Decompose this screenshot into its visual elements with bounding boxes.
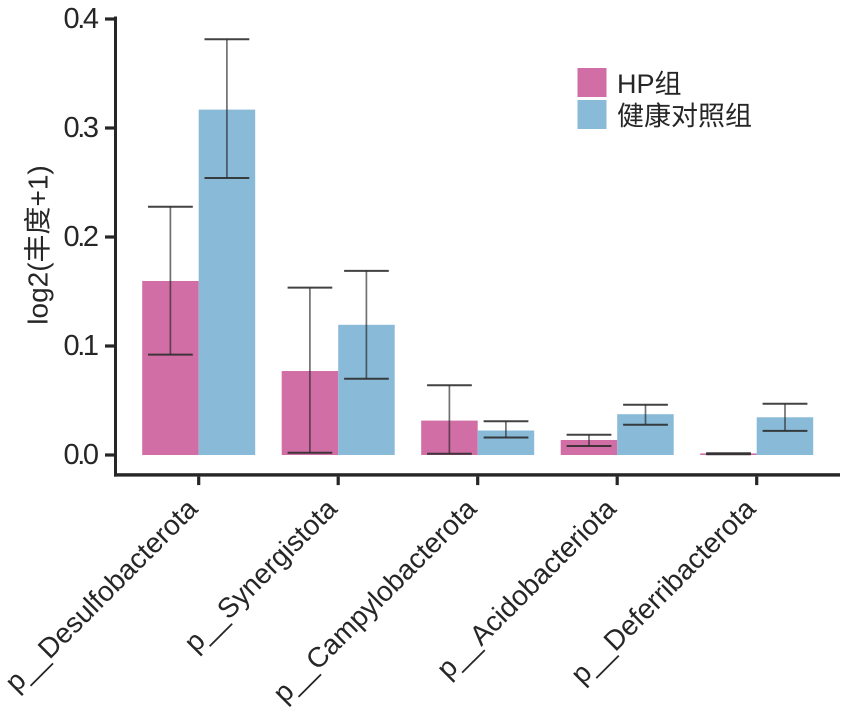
svg-text:HP: HP: [617, 69, 655, 99]
svg-text:log2(: log2(: [23, 262, 54, 325]
svg-text:0.4: 0.4: [64, 3, 100, 35]
svg-text:0.1: 0.1: [64, 330, 100, 362]
svg-text:0.2: 0.2: [64, 221, 100, 253]
svg-text:0.3: 0.3: [64, 112, 100, 144]
svg-text:0.0: 0.0: [64, 439, 100, 471]
svg-text:+1): +1): [23, 165, 54, 206]
